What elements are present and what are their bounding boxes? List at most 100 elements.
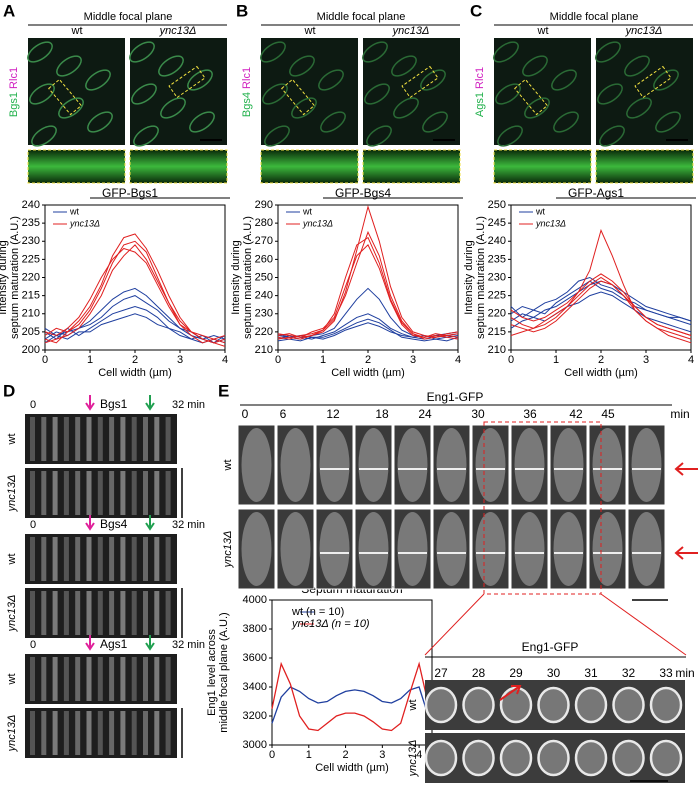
kymo-end: 32 min [172, 639, 205, 651]
y-tick-label: 3200 [243, 710, 267, 722]
legend-label: wt [302, 206, 312, 216]
y-tick-label: 220 [255, 326, 273, 338]
kymo-band [154, 417, 160, 461]
y-tick-label: 205 [22, 326, 40, 338]
kymo-start: 0 [30, 519, 36, 531]
cell-body [592, 512, 623, 586]
y-tick-label: 240 [22, 199, 40, 211]
red-arrow [674, 546, 698, 560]
kymograph [25, 708, 177, 758]
septum-ring [499, 739, 533, 777]
cell-outline [289, 55, 315, 77]
y-tick-label: 245 [488, 217, 506, 229]
kymo-band [41, 417, 47, 461]
row-label: ync13Δ [6, 595, 18, 633]
kymo-band [143, 537, 148, 581]
arrow-magenta [85, 635, 95, 651]
row-label: wt [6, 674, 18, 686]
x-tick-label: 3 [379, 749, 385, 761]
time-label: 0 [242, 407, 249, 421]
legend-label: wt (n = 10) [291, 606, 344, 618]
septum-ring [462, 739, 495, 777]
kymo-band [30, 657, 35, 701]
stain-magenta: Rlc1 [8, 67, 20, 89]
kymo-band [109, 657, 115, 701]
time-label: 12 [326, 407, 340, 421]
kymo-band [30, 471, 35, 515]
cell-outline [158, 55, 184, 77]
arrow-magenta [85, 515, 95, 531]
kymo-band [52, 471, 58, 515]
x-tick-label: 4 [222, 354, 228, 366]
cell-body [514, 512, 545, 586]
kymo-band [75, 591, 81, 635]
cell-outline [129, 41, 155, 63]
kymo-band [120, 591, 126, 635]
time-label: 28 [472, 666, 486, 680]
kymograph [25, 654, 177, 704]
kymo-band [75, 417, 81, 461]
panel-heading: Middle focal plane [317, 11, 406, 23]
y-tick-label: 225 [488, 290, 506, 302]
y-tick-label: 210 [255, 344, 273, 356]
cell-outline [393, 97, 419, 119]
data-line [277, 230, 459, 340]
kymo-band [52, 711, 58, 755]
kymo-band [109, 591, 115, 635]
stain-label: Ags1 Rlc1 [474, 67, 486, 117]
panel-label: B [236, 1, 248, 20]
cell-outline [626, 97, 652, 119]
kymo-start: 0 [30, 639, 36, 651]
chart-title: GFP-Bgs1 [102, 186, 158, 200]
stain-magenta: Rlc1 [474, 67, 486, 89]
kymo-band [154, 711, 160, 755]
y-tick-label: 230 [488, 271, 506, 283]
arrow-green [145, 515, 155, 531]
cell-outline [318, 69, 344, 91]
legend-label: wt [535, 206, 545, 216]
y-axis-label: septum maturation (A.U.) [475, 216, 487, 339]
x-tick-label: 0 [42, 354, 48, 366]
data-line [277, 244, 459, 338]
row-label: ync13Δ [222, 531, 234, 569]
kymo-band [120, 471, 126, 515]
cell-outline [87, 111, 113, 133]
panel-label: D [3, 381, 15, 400]
kymograph [25, 588, 177, 638]
kymo-band [109, 471, 115, 515]
row-label: wt [6, 554, 18, 566]
row-label: ync13Δ [407, 740, 419, 778]
cell-outline [495, 83, 521, 105]
y-tick-label: 225 [22, 253, 40, 265]
row-label: ync13Δ [6, 715, 18, 753]
cell-outline [624, 55, 650, 77]
panel-label: A [3, 1, 15, 20]
cell-outline [160, 97, 186, 119]
septum-ring [612, 739, 645, 777]
column-label: wt [537, 25, 549, 37]
y-axis-label: middle focal plane (A.U.) [218, 612, 230, 732]
time-unit: min [675, 666, 694, 680]
cell-outline [653, 69, 679, 91]
septum-ring [649, 686, 683, 724]
y-tick-label: 260 [255, 253, 273, 265]
septum-ring [537, 686, 570, 724]
kymo-band [120, 417, 126, 461]
x-tick-label: 2 [598, 354, 604, 366]
column-label: ync13Δ [625, 25, 663, 37]
roi-box [168, 65, 206, 99]
y-tick-label: 230 [22, 235, 40, 247]
cell-body [553, 428, 584, 502]
time-label: 30 [471, 407, 485, 421]
kymo-band [63, 591, 69, 635]
cell-outline [364, 83, 390, 105]
kymo-band [97, 591, 103, 635]
cell-outline [56, 55, 82, 77]
x-axis-label: Cell width (µm) [315, 762, 389, 774]
x-tick-label: 2 [343, 749, 349, 761]
data-line [44, 247, 226, 340]
kymo-band [109, 711, 115, 755]
data-line [510, 228, 692, 340]
cell-outline [85, 69, 111, 91]
